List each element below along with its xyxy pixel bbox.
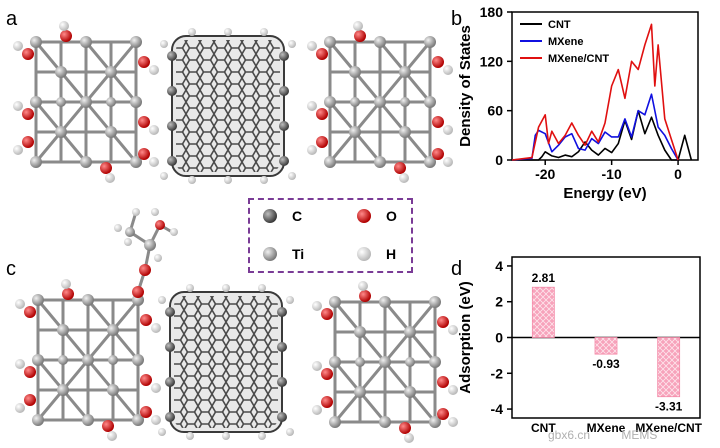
atom-legend [248, 198, 413, 273]
legend-label-o: O [386, 208, 397, 224]
dos-x-tick-label: -20 [535, 166, 555, 182]
adsorption-category-label-0: CNT [531, 421, 556, 435]
adsorption-value-label-2: -3.31 [655, 400, 683, 414]
adsorption-category-label-1: MXene [587, 421, 626, 435]
watermark-site: gbx6.cn [548, 428, 591, 442]
adsorption-bar-2 [657, 337, 681, 398]
dos-legend-label-2: MXene/CNT [548, 53, 609, 65]
dos-y-tick-label: 120 [480, 53, 504, 69]
structure-c [13, 208, 460, 445]
dos-series-line-0 [512, 109, 693, 161]
adsorption-value-label-1: -0.93 [592, 357, 620, 371]
adsorption-y-tick-label: -2 [491, 365, 504, 381]
legend-label-c: C [292, 208, 303, 224]
dos-y-axis-label: Density of States [457, 25, 474, 147]
dos-x-tick-label: -10 [602, 166, 622, 182]
dos-y-tick-label: 180 [480, 4, 504, 20]
dos-legend-label-0: CNT [548, 19, 571, 31]
legend-symbols [263, 209, 371, 261]
adsorption-bar-0 [531, 286, 555, 338]
legend-label-ti: Ti [292, 246, 305, 262]
adsorption-value-label-0: 2.81 [532, 271, 556, 285]
watermark: gbx6.cn MEMS [548, 428, 657, 442]
panel-label-b: b [451, 8, 463, 30]
dos-series-line-1 [511, 93, 679, 161]
adsorption-y-tick-label: 4 [495, 258, 503, 274]
legend-label-h: H [386, 246, 397, 262]
watermark-brand: MEMS [621, 428, 658, 442]
dos-y-tick-label: 0 [495, 152, 503, 168]
adsorption-bar-1 [594, 337, 618, 355]
adsorption-category-label-2: MXene/CNT [635, 421, 702, 435]
panel-label-d: d [451, 258, 463, 280]
panel-label-a: a [6, 8, 18, 30]
dos-x-axis-label: Energy (eV) [563, 185, 646, 202]
dos-legend-label-1: MXene [548, 36, 583, 48]
adsorption-y-tick-label: -4 [491, 401, 504, 417]
adsorption-y-axis-label: Adsorption (eV) [457, 281, 474, 394]
dos-series-line-2 [511, 23, 679, 161]
adsorption-y-tick-label: 2 [495, 294, 503, 310]
dos-y-tick-label: 60 [487, 103, 503, 119]
panel-label-c: c [6, 258, 16, 280]
dos-x-tick-label: 0 [674, 166, 682, 182]
adsorption-y-tick-label: 0 [495, 330, 503, 346]
dos-plot-frame [511, 11, 699, 161]
